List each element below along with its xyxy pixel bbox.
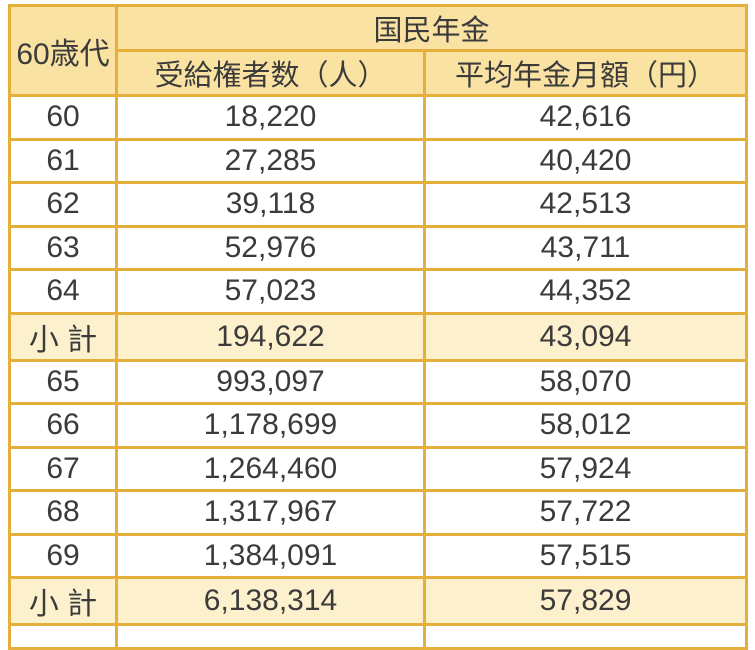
partial-row (8, 626, 749, 650)
col-header-avg-monthly-amount: 平均年金月額（円） (426, 52, 749, 97)
header-row-columns: 受給権者数（人） 平均年金月額（円） (8, 52, 749, 97)
recipients-cell: 1,317,967 (118, 492, 426, 536)
avg-amount-cell: 43,094 (426, 314, 749, 362)
age-cell: 64 (8, 271, 118, 315)
age-cell: 65 (8, 361, 118, 405)
table-row: 67 1,264,460 57,924 (8, 448, 749, 492)
age-cell: 68 (8, 492, 118, 536)
recipients-cell: 52,976 (118, 227, 426, 271)
avg-amount-cell: 58,012 (426, 405, 749, 449)
recipients-cell: 1,178,699 (118, 405, 426, 449)
table-row: 68 1,317,967 57,722 (8, 492, 749, 536)
recipients-cell: 6,138,314 (118, 579, 426, 626)
table-row: 61 27,285 40,420 (8, 140, 749, 184)
recipients-cell: 27,285 (118, 140, 426, 184)
table-row: 64 57,023 44,352 (8, 271, 749, 315)
age-cell: 60 (8, 97, 118, 141)
cropped-next-row (8, 626, 749, 650)
partial-recipients-cell (118, 626, 426, 650)
recipients-cell: 993,097 (118, 361, 426, 405)
table-row: 63 52,976 43,711 (8, 227, 749, 271)
avg-amount-cell: 42,616 (426, 97, 749, 141)
partial-age-cell (8, 626, 118, 650)
age-cell: 62 (8, 184, 118, 228)
avg-amount-cell: 43,711 (426, 227, 749, 271)
recipients-cell: 1,384,091 (118, 535, 426, 579)
age-cell: 67 (8, 448, 118, 492)
col-header-recipients: 受給権者数（人） (118, 52, 426, 97)
avg-amount-cell: 58,070 (426, 361, 749, 405)
avg-amount-cell: 57,515 (426, 535, 749, 579)
avg-amount-cell: 44,352 (426, 271, 749, 315)
corner-header-age-group: 60歳代 (8, 4, 118, 97)
partial-avg-cell (426, 626, 749, 650)
age-cell: 63 (8, 227, 118, 271)
table-body: 60 18,220 42,616 61 27,285 40,420 62 39,… (8, 97, 749, 626)
age-cell: 69 (8, 535, 118, 579)
table-row: 65 993,097 58,070 (8, 361, 749, 405)
table-row: 60 18,220 42,616 (8, 97, 749, 141)
age-cell: 66 (8, 405, 118, 449)
avg-amount-cell: 42,513 (426, 184, 749, 228)
subtotal-row: 小 計 6,138,314 57,829 (8, 579, 749, 626)
avg-amount-cell: 40,420 (426, 140, 749, 184)
group-header-national-pension: 国民年金 (118, 4, 749, 52)
table-row: 66 1,178,699 58,012 (8, 405, 749, 449)
avg-amount-cell: 57,829 (426, 579, 749, 626)
age-cell: 61 (8, 140, 118, 184)
recipients-cell: 39,118 (118, 184, 426, 228)
subtotal-row: 小 計 194,622 43,094 (8, 314, 749, 362)
table-row: 69 1,384,091 57,515 (8, 535, 749, 579)
header-row-group: 60歳代 国民年金 (8, 4, 749, 97)
recipients-cell: 194,622 (118, 314, 426, 362)
national-pension-table: 60歳代 国民年金 受給権者数（人） 平均年金月額（円） 60 18,220 4… (8, 4, 749, 650)
age-cell: 小 計 (8, 579, 118, 626)
avg-amount-cell: 57,924 (426, 448, 749, 492)
avg-amount-cell: 57,722 (426, 492, 749, 536)
age-cell: 小 計 (8, 314, 118, 362)
table-row: 62 39,118 42,513 (8, 184, 749, 228)
recipients-cell: 1,264,460 (118, 448, 426, 492)
recipients-cell: 57,023 (118, 271, 426, 315)
table-header: 60歳代 国民年金 受給権者数（人） 平均年金月額（円） (8, 4, 749, 97)
recipients-cell: 18,220 (118, 97, 426, 141)
